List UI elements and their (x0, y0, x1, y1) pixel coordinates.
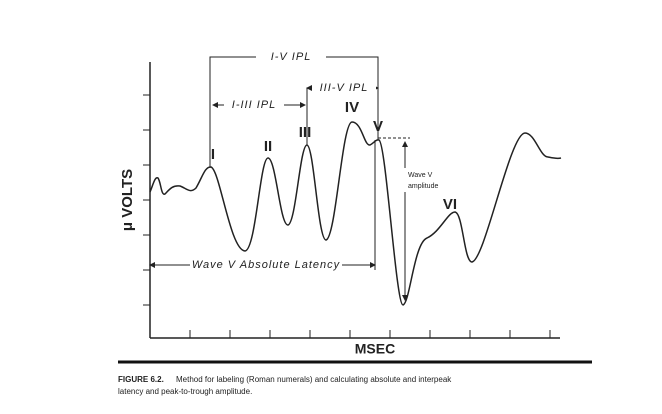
x-axis-label: MSEC (355, 341, 395, 357)
peak-label: VI (443, 196, 457, 213)
bracket-label: III-V IPL (320, 82, 369, 94)
caption-text: Method for labeling (Roman numerals) and… (176, 375, 452, 384)
caption-text: latency and peak-to-trough amplitude. (118, 387, 252, 396)
peak-label: II (264, 138, 272, 155)
peak-labels: I II III IV V VI (211, 99, 457, 213)
caption-number: FIGURE 6.2. (118, 375, 164, 384)
y-axis-label: μ VOLTS (119, 169, 136, 231)
brackets: I-V IPL III-V IPL I-III IPL Wave V ampli… (149, 50, 438, 301)
peak-label: I (211, 146, 215, 163)
peak-label: III (299, 124, 312, 141)
bracket-label: Wave V (408, 172, 433, 179)
axes (143, 62, 560, 339)
peak-label: IV (345, 99, 359, 116)
bracket-label: Wave V Absolute Latency (192, 259, 341, 271)
bracket-label: I-V IPL (271, 51, 312, 63)
bracket-label: amplitude (408, 183, 438, 190)
waveform (149, 121, 562, 306)
bracket-label: I-III IPL (232, 99, 276, 111)
